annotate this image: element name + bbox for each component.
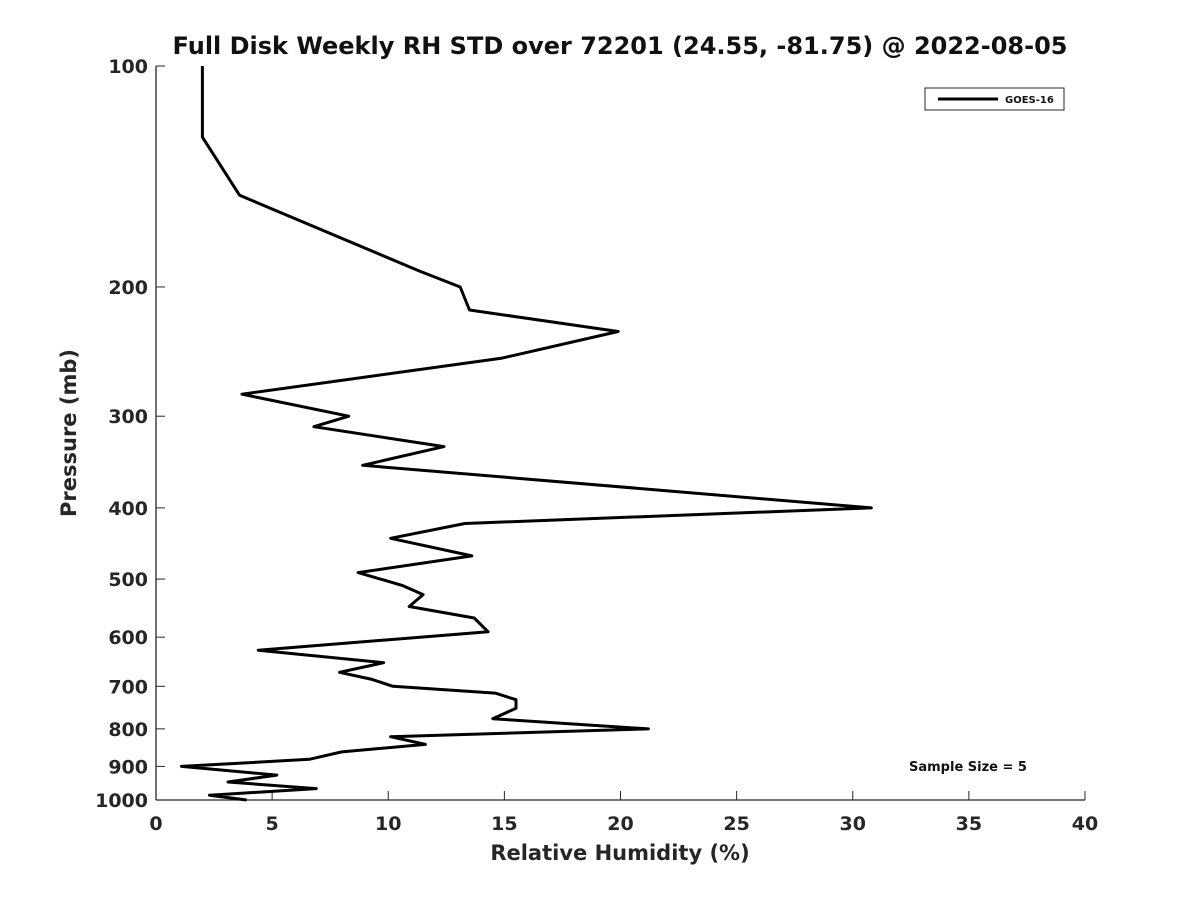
x-axis-label: Relative Humidity (%) (490, 841, 749, 865)
x-tick-label: 30 (840, 813, 866, 835)
y-tick-label: 300 (108, 406, 148, 428)
y-tick-label: 600 (108, 627, 148, 649)
y-tick-label: 1000 (95, 790, 148, 812)
x-tick-label: 40 (1072, 813, 1098, 835)
x-tick-label: 15 (491, 813, 517, 835)
x-tick-label: 10 (375, 813, 401, 835)
x-tick-label: 25 (723, 813, 749, 835)
y-ticks: 100 200 300 400 500 600 700 800 900 1000 (95, 56, 165, 812)
legend-label: GOES-16 (1005, 95, 1054, 106)
series-line-goes-16 (180, 66, 873, 802)
x-tick-label: 20 (607, 813, 633, 835)
y-tick-label: 200 (108, 277, 148, 299)
legend: GOES-16 (924, 87, 1065, 111)
axes (155, 66, 1085, 801)
y-tick-label: 700 (108, 676, 148, 698)
sample-size-annotation: Sample Size = 5 (909, 760, 1027, 775)
chart-title: Full Disk Weekly RH STD over 72201 (24.5… (173, 32, 1068, 60)
x-tick-label: 35 (956, 813, 982, 835)
x-ticks: 0 5 10 15 20 25 30 35 40 (149, 791, 1098, 835)
x-tick-label: 0 (149, 813, 162, 835)
y-tick-label: 400 (108, 498, 148, 520)
y-tick-label: 900 (108, 756, 148, 778)
y-axis-label: Pressure (mb) (57, 349, 81, 517)
x-tick-label: 5 (266, 813, 279, 835)
y-tick-label: 800 (108, 719, 148, 741)
y-tick-label: 500 (108, 569, 148, 591)
y-tick-label: 100 (108, 56, 148, 78)
